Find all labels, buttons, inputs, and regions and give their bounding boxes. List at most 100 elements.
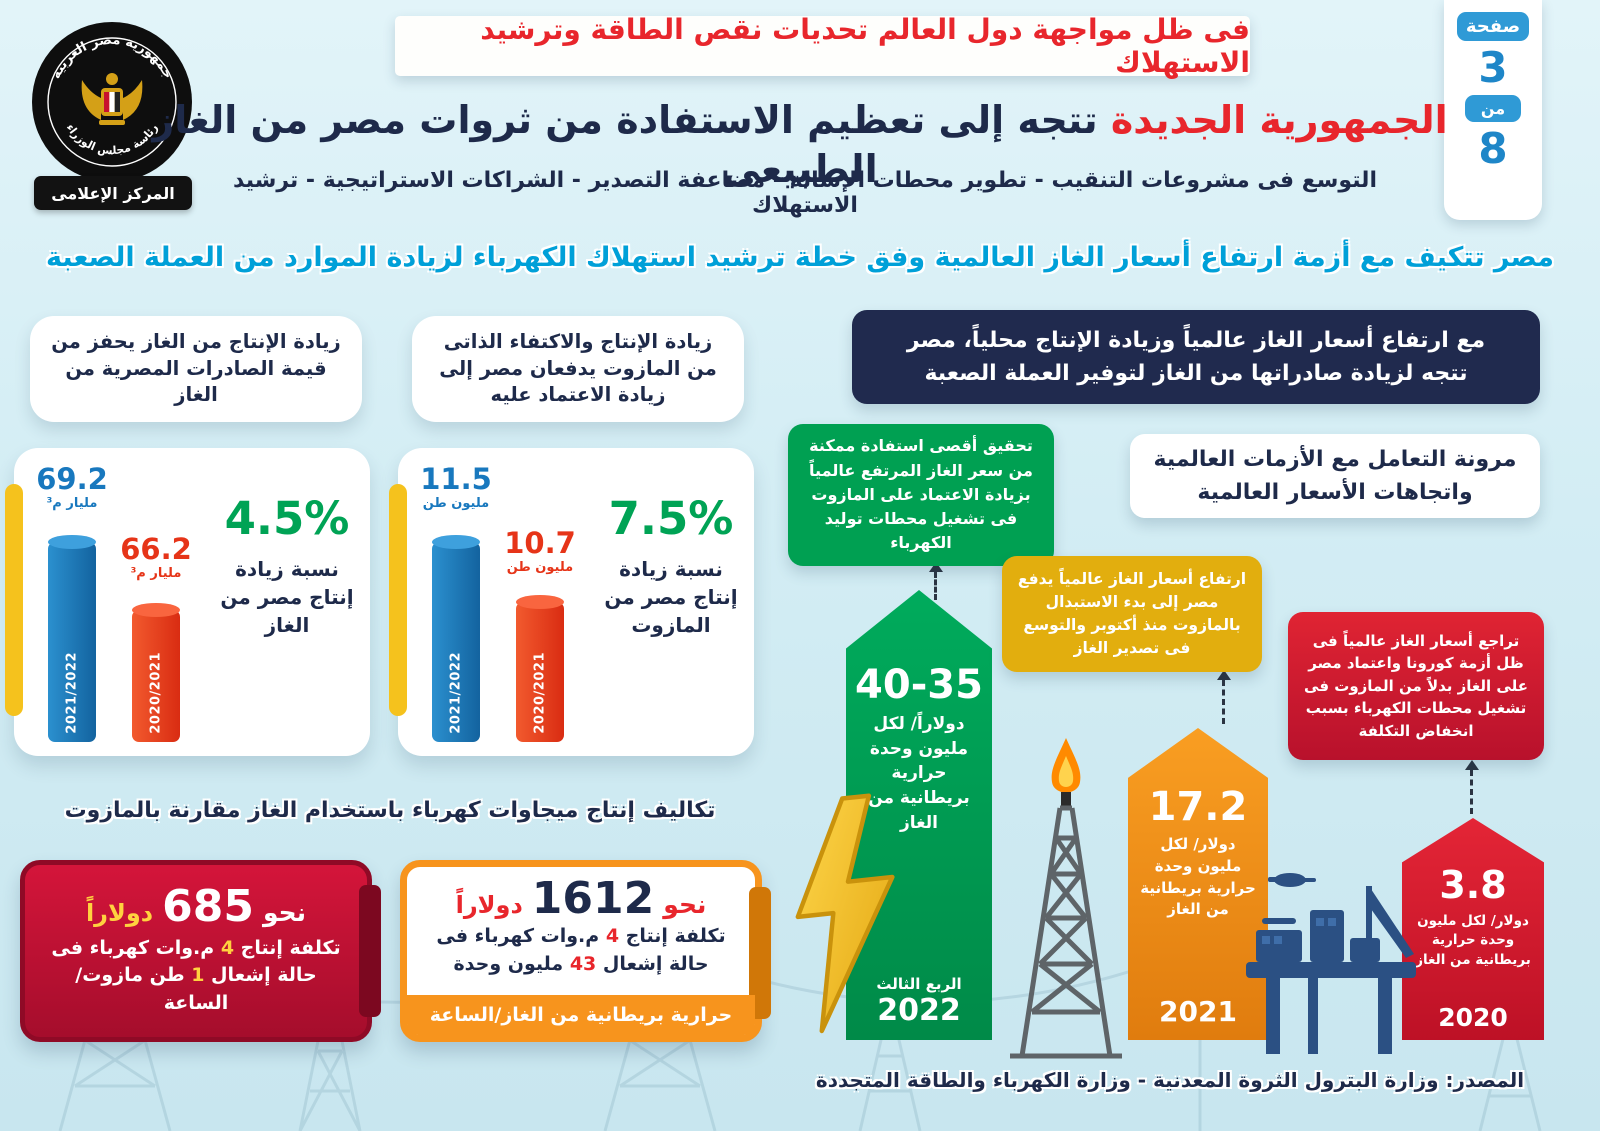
gas-growth-block: 4.5% نسبة زيادة إنتاج مصر من الغاز [212,492,362,639]
mazut-growth-block: 7.5% نسبة زيادة إنتاج مصر من المازوت [596,492,746,639]
price-2022-year: 2022 [877,993,961,1028]
gas-bar2-year: 2020/2021 [148,652,164,734]
government-logo: جمهورية مصر العربية رئاسة مجلس الوزراء [30,20,194,184]
mazut-bar1-unit: مليون طن [422,496,490,512]
mazut-growth-pct: 7.5% [608,492,734,545]
price-2020-value: 3.8 [1439,863,1507,907]
source-line: المصدر: وزارة البترول الثروة المعدنية - … [815,1068,1525,1092]
price-2022-value: 40-35 [855,662,983,708]
mazut-chart-card: 11.5 مليون طن 2021/2022 10.7 مليون طن 20… [389,448,754,756]
gas-cost-num2: 43 [569,952,597,975]
tagline: مصر تتكيف مع أزمة ارتفاع أسعار الغاز الع… [46,242,1554,273]
gas-growth-pct: 4.5% [224,492,350,545]
media-center-banner: المركز الإعلامى [34,176,192,210]
egypt-eagle-emblem-icon: جمهورية مصر العربية رئاسة مجلس الوزراء [32,22,192,182]
mazut-bar1-value: 11.5 [420,462,492,496]
page-of-label: من [1465,95,1521,123]
mazut-cost-currency: دولاراً [85,898,154,927]
page-label: صفحة [1457,12,1529,41]
gas-chart-title: زيادة الإنتاج من الغاز يحفز من قيمة الصا… [30,316,362,422]
main-title-highlight: الجمهورية الجديدة [1110,98,1448,142]
note-2020: تراجع أسعار الغاز عالمياً فى ظل أزمة كور… [1288,612,1544,760]
note-2021: ارتفاع أسعار الغاز عالمياً يدفع مصر إلى … [1002,556,1262,672]
gas-bar1-value: 69.2 [36,462,108,496]
price-2021-unit: دولار/ لكل مليون وحدة حرارية بريطانية من… [1140,835,1256,919]
mazut-cost-text1: تكلفة إنتاج [234,936,341,959]
gas-bar2-label: 66.2 مليار م³ [114,532,198,582]
gas-bar-2021-2022: 2021/2022 [48,535,96,742]
gas-bar1-label: 69.2 مليار م³ [30,462,114,512]
mazut-cost-card: نحو 685 دولاراً تكلفة إنتاج 4 م.وات كهرب… [20,860,381,1042]
gas-bar2-value: 66.2 [120,532,192,566]
price-2022-period: الربع الثالث [876,975,962,993]
mazut-bar-2020-2021: 2020/2021 [516,595,564,742]
mazut-bar1-year: 2021/2022 [448,652,464,734]
mazut-cost-text2: م.وات كهرباء فى حالة إشعال [51,936,317,987]
mazut-cost-text3: طن مازوت/الساعة [75,964,229,1014]
ribbon-fold [359,885,381,1017]
mazut-chart-title: زيادة الإنتاج والاكتفاء الذاتى من المازو… [412,316,744,422]
media-center-label: المركز الإعلامى [51,183,175,203]
price-2020-year: 2020 [1438,1003,1508,1032]
mazut-cost-amount: 685 [162,880,254,932]
gas-bar1-year: 2021/2022 [64,652,80,734]
page-badge: صفحة 3 من 8 [1444,0,1542,220]
price-2022-unit: دولاراً/ لكل مليون وحدة حرارية بريطانية … [868,714,970,833]
gas-flare-derrick-icon [1010,738,1122,1059]
gas-cost-body: تكلفة إنتاج 4 م.وات كهرباء فى حالة إشعال… [431,923,731,978]
connector-arrow-2020 [1465,760,1479,814]
mazut-growth-caption: نسبة زيادة إنتاج مصر من المازوت [604,557,738,637]
price-2021-year: 2021 [1159,995,1237,1028]
gas-growth-caption: نسبة زيادة إنتاج مصر من الغاز [220,557,354,637]
mazut-bar2-value: 10.7 [504,526,576,560]
page-number: 3 [1478,43,1508,92]
costs-heading: تكاليف إنتاج ميجاوات كهرباء باستخدام الغ… [64,798,716,823]
gas-cost-text2: م.وات كهرباء فى حالة إشعال [436,925,709,975]
mazut-cost-num2: 1 [191,964,205,987]
price-step-2021: 17.2 دولار/ لكل مليون وحدة حرارية بريطان… [1128,728,1268,1040]
gas-cost-num1: 4 [605,925,620,947]
mazut-cost-body: تكلفة إنتاج 4 م.وات كهرباء فى حالة إشعال… [46,935,346,1018]
price-step-2020: 3.8 دولار/ لكل مليون وحدة حرارية بريطاني… [1402,818,1544,1040]
mazut-bar1-label: 11.5 مليون طن [414,462,498,512]
gas-cost-text3: مليون وحدة [453,952,570,975]
page-total: 8 [1478,124,1508,174]
gas-cost-headline: نحو 1612 دولاراً [456,877,707,921]
gas-cost-card: نحو 1612 دولاراً تكلفة إنتاج 4 م.وات كهر… [400,860,771,1042]
top-ribbon: فى ظل مواجهة دول العالم تحديات نقص الطاق… [395,13,1250,79]
lightning-bolt-icon [795,793,895,1034]
gas-bar-2020-2021: 2020/2021 [132,603,180,742]
gas-cost-strip: حرارية بريطانية من الغاز/الساعة [407,995,755,1035]
ribbon-text: فى ظل مواجهة دول العالم تحديات نقص الطاق… [480,13,1250,79]
gas-cost-prefix: نحو [663,890,707,919]
accent-strip [389,484,407,716]
note-2022: تحقيق أقصى استفادة ممكنة من سعر الغاز ال… [788,424,1054,566]
mazut-bar2-label: 10.7 مليون طن [498,526,582,576]
offshore-platform-icon [1246,873,1416,1054]
main-title-rest: تتجه إلى تعظيم الاستفادة من ثروات مصر من… [152,98,1111,192]
price-step-2022: 40-35 دولاراً/ لكل مليون وحدة حرارية بري… [846,590,992,1040]
gas-cost-currency: دولاراً [455,891,523,919]
mazut-bar2-year: 2020/2021 [532,652,548,734]
gas-cost-amount: 1612 [531,873,655,924]
gas-cost-text1: تكلفة إنتاج [619,925,726,947]
ribbon-fold [749,887,771,1019]
connector-arrow-2022 [929,562,943,600]
subtitle: التوسع فى مشروعات التنقيب - تطوير محطات … [233,168,1377,218]
price-2020-unit: دولار/ لكل مليون وحدة حرارية بريطانية من… [1415,912,1531,969]
mazut-bar-2021-2022: 2021/2022 [432,535,480,742]
accent-strip [5,484,23,716]
exports-note: مع ارتفاع أسعار الغاز عالمياً وزيادة الإ… [852,310,1540,404]
mazut-bar2-unit: مليون طن [506,560,574,576]
price-2021-value: 17.2 [1148,784,1248,830]
mazut-cost-headline: نحو 685 دولاراً [85,880,307,932]
connector-arrow-2021 [1217,670,1231,724]
gas-bar2-unit: مليار م³ [130,566,182,582]
mazut-cost-num1: 4 [220,936,235,959]
gas-chart-card: 69.2 مليار م³ 2021/2022 66.2 مليار م³ 20… [5,448,370,756]
mazut-cost-prefix: نحو [262,897,307,927]
gas-bar1-unit: مليار م³ [46,496,98,512]
main-title: الجمهورية الجديدة تتجه إلى تعظيم الاستفا… [150,96,1450,195]
flexibility-note: مرونة التعامل مع الأزمات العالمية واتجاه… [1130,434,1540,518]
